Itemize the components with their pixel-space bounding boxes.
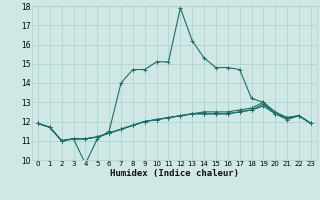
X-axis label: Humidex (Indice chaleur): Humidex (Indice chaleur) — [110, 169, 239, 178]
